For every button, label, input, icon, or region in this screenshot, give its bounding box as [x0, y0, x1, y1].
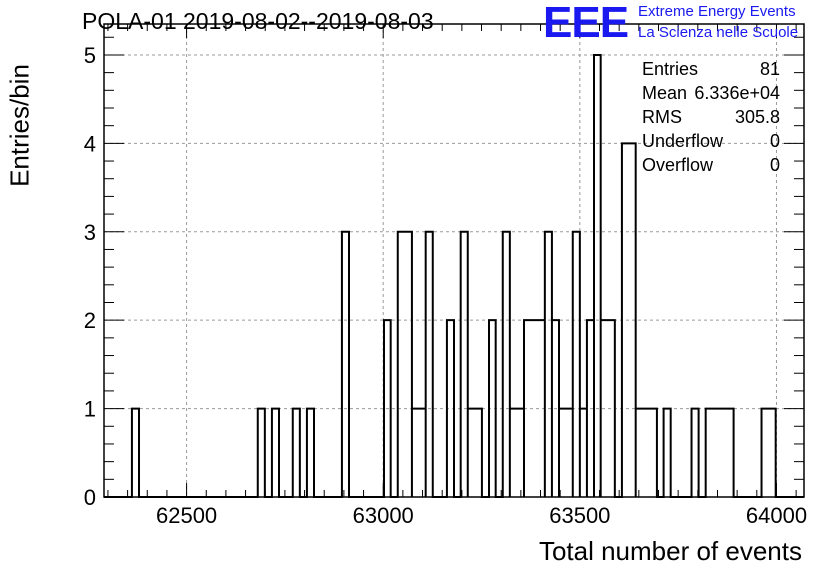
- histogram-bin: [342, 232, 349, 497]
- histogram-bin: [503, 232, 510, 497]
- stat-value: 0: [769, 155, 780, 175]
- stat-label: Overflow: [642, 155, 714, 175]
- stats-box: Entries 81 Mean 6.336e+04 RMS 305.8 Unde…: [642, 58, 780, 178]
- histogram-bin: [258, 409, 265, 497]
- stat-row-entries: Entries 81: [642, 58, 780, 82]
- stat-row-overflow: Overflow 0: [642, 154, 780, 178]
- stat-value: 0: [769, 131, 780, 151]
- histogram-outline: [104, 53, 804, 498]
- logo-line-2: La Scienza nelle Scuole: [638, 24, 799, 41]
- y-tick-label: 5: [84, 43, 96, 68]
- stat-label: RMS: [642, 107, 682, 127]
- histogram-bin: [272, 409, 279, 497]
- histogram-bin: [461, 232, 468, 497]
- histogram-bin: [692, 409, 699, 497]
- histogram-bin: [510, 409, 524, 497]
- histogram-bin: [426, 232, 433, 497]
- histogram-bin: [573, 232, 580, 497]
- histogram-bin: [293, 409, 300, 497]
- y-tick-label: 1: [84, 397, 96, 422]
- x-tick-label: 62500: [156, 503, 217, 528]
- histogram-bin: [664, 409, 671, 497]
- x-axis-label: Total number of events: [538, 536, 802, 566]
- histogram-bin: [307, 409, 314, 497]
- y-axis-label: Entries/bin: [4, 64, 35, 187]
- stat-value: 6.336e+04: [694, 83, 780, 103]
- x-tick-label: 63500: [549, 503, 610, 528]
- y-tick-label: 4: [84, 131, 96, 156]
- stat-row-rms: RMS 305.8: [642, 106, 780, 130]
- eee-logo: EEE: [543, 0, 629, 47]
- logo-line-1: Extreme Energy Events: [638, 3, 796, 20]
- histogram-bin: [412, 409, 426, 497]
- y-tick-label: 2: [84, 308, 96, 333]
- histogram-bin: [706, 409, 734, 497]
- histogram-bin: [524, 320, 545, 497]
- histogram-bin: [545, 232, 552, 497]
- stat-value: 81: [759, 59, 780, 79]
- histogram-bin: [762, 409, 776, 497]
- tick-labels-layer: 62500 63000 63500 64000 0 1 2 3 4 5: [84, 43, 807, 528]
- plot-frame: [103, 23, 805, 498]
- stat-row-underflow: Underflow 0: [642, 130, 780, 154]
- stat-row-mean: Mean 6.336e+04: [642, 82, 780, 106]
- stat-label: Underflow: [642, 131, 724, 151]
- x-tick-label: 63000: [353, 503, 414, 528]
- histogram-bin: [468, 409, 482, 497]
- stat-value: 305.8: [734, 107, 780, 127]
- histogram-bin: [580, 409, 587, 497]
- histogram-bin: [559, 409, 573, 497]
- chart-title: POLA-01 2019-08-02--2019-08-03: [82, 8, 434, 34]
- histogram-bin: [132, 409, 139, 497]
- stat-label: Entries: [642, 59, 699, 79]
- histogram-bin: [594, 55, 601, 497]
- y-tick-label: 0: [84, 485, 96, 510]
- histogram-bin: [398, 232, 412, 497]
- histogram-bin: [636, 409, 657, 497]
- y-tick-label: 3: [84, 220, 96, 245]
- stat-label: Mean: [642, 83, 688, 103]
- x-tick-label: 64000: [746, 503, 807, 528]
